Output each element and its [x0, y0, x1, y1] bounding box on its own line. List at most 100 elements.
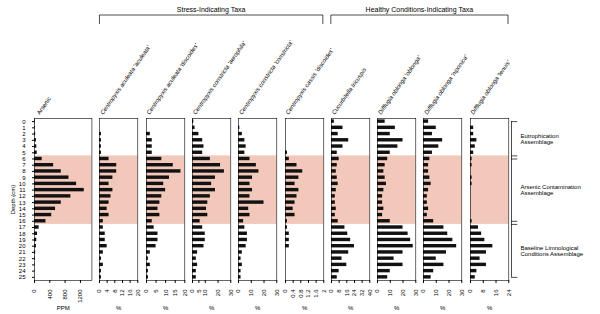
svg-text:%: %: [302, 305, 308, 311]
svg-text:%: %: [394, 305, 400, 311]
svg-text:20: 20: [400, 289, 406, 296]
svg-text:2: 2: [22, 131, 26, 137]
svg-text:Difflugia oblonga 'tenuis': Difflugia oblonga 'tenuis': [469, 58, 511, 115]
svg-text:5: 5: [22, 150, 26, 156]
svg-text:0: 0: [97, 289, 103, 293]
svg-text:25: 25: [19, 274, 26, 280]
svg-text:20: 20: [215, 289, 221, 296]
svg-text:8: 8: [22, 168, 26, 174]
svg-text:0: 0: [143, 289, 149, 293]
svg-text:Centropyxis constricta 'constr: Centropyxis constricta 'constricta': [238, 39, 294, 116]
svg-text:%: %: [209, 305, 215, 311]
svg-text:Cucurbitella tricuspis: Cucurbitella tricuspis: [331, 67, 368, 116]
svg-text:Centropyxis aculeata 'aculeata: Centropyxis aculeata 'aculeata': [99, 44, 152, 116]
svg-text:0: 0: [282, 289, 288, 293]
svg-text:16: 16: [344, 289, 350, 296]
svg-text:15: 15: [172, 289, 178, 296]
svg-text:5: 5: [153, 289, 159, 293]
svg-text:20: 20: [261, 289, 267, 296]
svg-text:24: 24: [505, 289, 511, 296]
svg-text:%: %: [440, 305, 446, 311]
svg-text:Stress-Indicating Taxa: Stress-Indicating Taxa: [177, 6, 246, 14]
svg-text:1.2: 1.2: [305, 289, 311, 298]
svg-text:0: 0: [22, 119, 26, 125]
svg-text:30: 30: [459, 289, 465, 296]
svg-text:10: 10: [19, 181, 26, 187]
svg-text:0.8: 0.8: [297, 289, 303, 298]
svg-text:4: 4: [104, 289, 110, 293]
svg-text:0: 0: [375, 289, 381, 293]
svg-text:400: 400: [47, 289, 53, 300]
svg-text:9: 9: [22, 175, 26, 181]
svg-text:Healthy Conditions-Indicating: Healthy Conditions-Indicating Taxa: [366, 6, 474, 14]
svg-text:4: 4: [22, 143, 26, 149]
svg-text:%: %: [255, 305, 261, 311]
svg-text:1200: 1200: [77, 289, 83, 303]
svg-text:10: 10: [387, 289, 393, 296]
svg-text:0: 0: [31, 289, 37, 293]
svg-text:%: %: [487, 305, 493, 311]
svg-text:0: 0: [328, 289, 334, 293]
svg-text:16: 16: [19, 218, 26, 224]
svg-text:5: 5: [196, 289, 202, 293]
svg-text:Arsenic ContaminationAssemblag: Arsenic ContaminationAssemblage: [520, 184, 580, 196]
svg-text:21: 21: [19, 249, 26, 255]
svg-text:17: 17: [19, 224, 26, 230]
svg-text:3: 3: [22, 137, 26, 143]
svg-text:22: 22: [19, 256, 26, 262]
svg-text:Centropyxis constricta 'aeroph: Centropyxis constricta 'aerophila': [192, 40, 248, 116]
svg-text:15: 15: [19, 212, 26, 218]
svg-text:20: 20: [181, 289, 187, 296]
svg-text:8: 8: [336, 289, 342, 293]
svg-text:10: 10: [162, 289, 168, 296]
svg-text:10: 10: [248, 289, 254, 296]
svg-text:8: 8: [112, 289, 118, 293]
svg-text:20: 20: [19, 243, 26, 249]
svg-text:30: 30: [413, 289, 419, 296]
svg-text:%: %: [163, 305, 169, 311]
svg-text:7: 7: [22, 162, 26, 168]
svg-text:6: 6: [22, 156, 26, 162]
svg-text:PPM: PPM: [57, 305, 70, 311]
svg-text:EutrophicationAssemblage: EutrophicationAssemblage: [520, 133, 558, 145]
svg-text:0: 0: [236, 289, 242, 293]
svg-text:0.4: 0.4: [290, 289, 296, 298]
svg-text:32: 32: [359, 289, 365, 296]
svg-text:Centropyxis cassis 'discoides': Centropyxis cassis 'discoides': [284, 47, 335, 116]
svg-text:0: 0: [421, 289, 427, 293]
svg-text:2: 2: [320, 289, 326, 293]
svg-text:20: 20: [446, 289, 452, 296]
svg-text:8: 8: [480, 289, 486, 293]
svg-text:18: 18: [19, 231, 26, 237]
svg-text:12: 12: [120, 289, 126, 296]
svg-text:10: 10: [434, 289, 440, 296]
svg-text:1: 1: [22, 125, 26, 131]
svg-text:23: 23: [19, 262, 26, 268]
svg-text:Difflugia oblonga 'niponica': Difflugia oblonga 'niponica': [423, 53, 469, 115]
svg-text:20: 20: [135, 289, 141, 296]
svg-text:Depth (cm): Depth (cm): [10, 185, 16, 215]
svg-text:Arsenic: Arsenic: [36, 96, 52, 116]
svg-text:16: 16: [127, 289, 133, 296]
svg-text:10: 10: [202, 289, 208, 296]
svg-text:19: 19: [19, 237, 26, 243]
svg-text:%: %: [116, 305, 122, 311]
svg-text:24: 24: [351, 289, 357, 296]
svg-text:14: 14: [19, 206, 26, 212]
svg-text:Centropyxis aculeata 'discoide: Centropyxis aculeata 'discoides': [145, 42, 199, 116]
svg-text:1.6: 1.6: [313, 289, 319, 298]
svg-text:40: 40: [367, 289, 373, 296]
svg-text:800: 800: [62, 289, 68, 300]
svg-text:Difflugia oblonga 'oblonga': Difflugia oblonga 'oblonga': [377, 54, 423, 115]
svg-text:Baseline LimnologicalCondition: Baseline LimnologicalConditions Assembla…: [520, 245, 583, 257]
svg-text:12: 12: [19, 193, 26, 199]
svg-text:24: 24: [19, 268, 26, 274]
svg-text:16: 16: [493, 289, 499, 296]
svg-text:0: 0: [467, 289, 473, 293]
svg-text:11: 11: [19, 187, 26, 193]
svg-text:0: 0: [189, 289, 195, 293]
svg-text:13: 13: [19, 200, 26, 206]
svg-text:30: 30: [274, 289, 280, 296]
svg-text:30: 30: [228, 289, 234, 296]
svg-text:%: %: [348, 305, 354, 311]
